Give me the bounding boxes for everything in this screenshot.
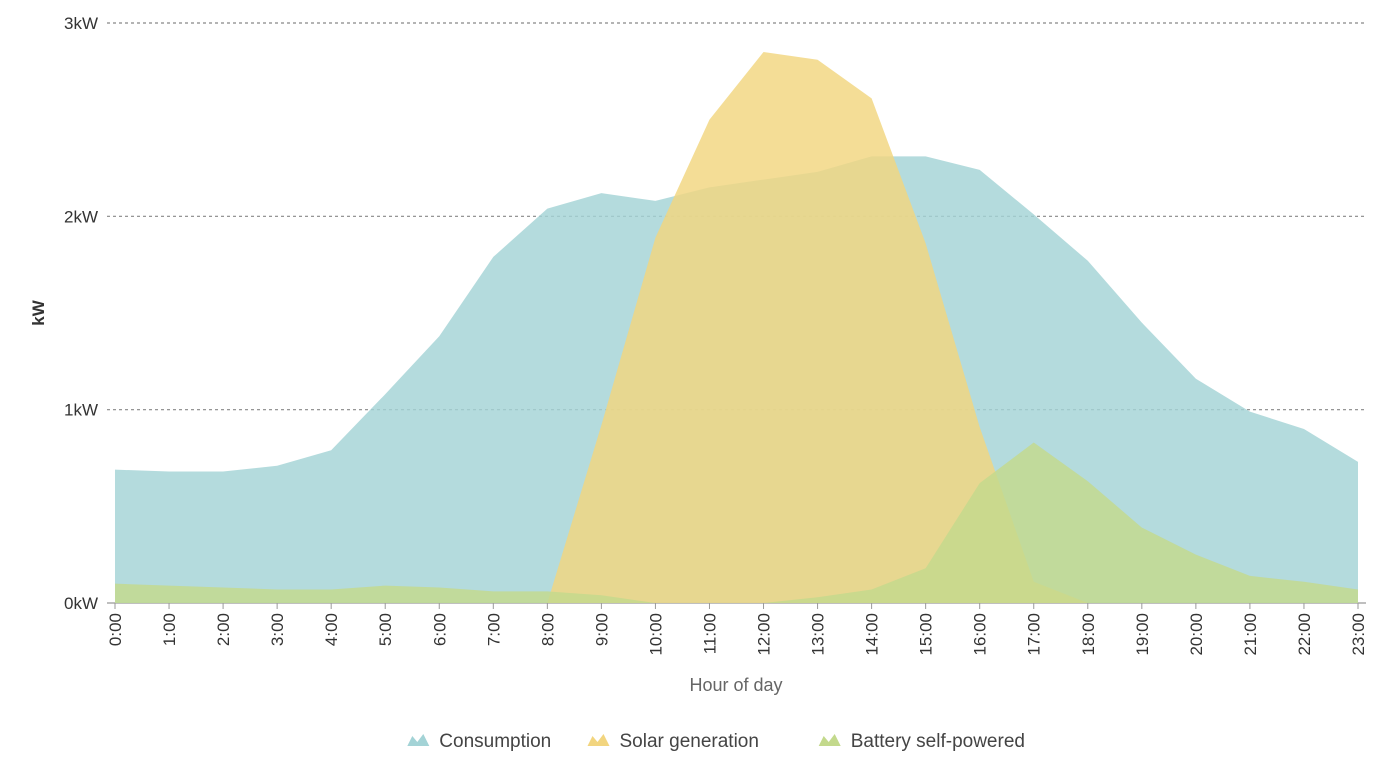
x-tick-label: 9:00 xyxy=(592,613,611,646)
legend: Consumption Solar generation Battery self-… xyxy=(407,731,1025,752)
y-tick-label: 3kW xyxy=(64,14,98,33)
x-tick-label: 11:00 xyxy=(700,613,719,654)
x-tick-label: 22:00 xyxy=(1295,613,1314,656)
x-tick-label: 23:00 xyxy=(1349,613,1368,656)
legend-item-consumption[interactable]: Consumption xyxy=(407,731,551,752)
x-tick-label: 8:00 xyxy=(538,613,557,646)
x-tick-label: 7:00 xyxy=(484,613,503,646)
y-tick-label: 2kW xyxy=(64,207,98,226)
x-tick-label: 0:00 xyxy=(106,613,125,646)
legend-item-battery-self-powered[interactable]: Battery self-powered xyxy=(818,731,1025,752)
y-axis-ticks: 0kW 1kW 2kW 3kW xyxy=(64,14,98,613)
x-tick-label: 6:00 xyxy=(430,613,449,646)
x-tick-label: 1:00 xyxy=(160,613,179,646)
x-axis-title: Hour of day xyxy=(689,675,782,695)
legend-item-solar-generation[interactable]: Solar generation xyxy=(587,731,759,752)
x-tick-label: 17:00 xyxy=(1025,613,1044,656)
series-area-battery-self-powered xyxy=(115,442,1358,603)
x-tick-label: 4:00 xyxy=(322,613,341,646)
legend-label: Battery self-powered xyxy=(851,731,1025,752)
y-tick-label: 1kW xyxy=(64,401,98,420)
legend-label: Consumption xyxy=(439,731,551,752)
area-layer xyxy=(115,52,1358,603)
x-tick-label: 12:00 xyxy=(755,613,774,656)
x-tick-label: 13:00 xyxy=(809,613,828,656)
series-area-solar-generation xyxy=(115,52,1358,603)
x-tick-label: 3:00 xyxy=(268,613,287,646)
x-tick-label: 21:00 xyxy=(1241,613,1260,656)
x-tick-label: 15:00 xyxy=(917,613,936,656)
x-tick-label: 20:00 xyxy=(1187,613,1206,656)
x-tick-label: 16:00 xyxy=(971,613,990,656)
y-axis-title: kW xyxy=(29,299,48,325)
legend-area-icon xyxy=(407,734,430,746)
legend-area-icon xyxy=(818,734,841,746)
legend-label: Solar generation xyxy=(620,731,759,752)
x-tick-label: 19:00 xyxy=(1133,613,1152,656)
x-tick-label: 18:00 xyxy=(1079,613,1098,656)
x-axis-ticks: 0:00 1:00 2:00 3:00 4:00 5:00 6:00 7:00 8:00 9:00… xyxy=(106,603,1368,656)
y-tick-label: 0kW xyxy=(64,594,98,613)
x-tick-label: 5:00 xyxy=(376,613,395,646)
x-tick-label: 10:00 xyxy=(646,613,665,656)
legend-area-icon xyxy=(587,734,610,746)
x-tick-label: 2:00 xyxy=(214,613,233,646)
x-tick-label: 14:00 xyxy=(863,613,882,656)
